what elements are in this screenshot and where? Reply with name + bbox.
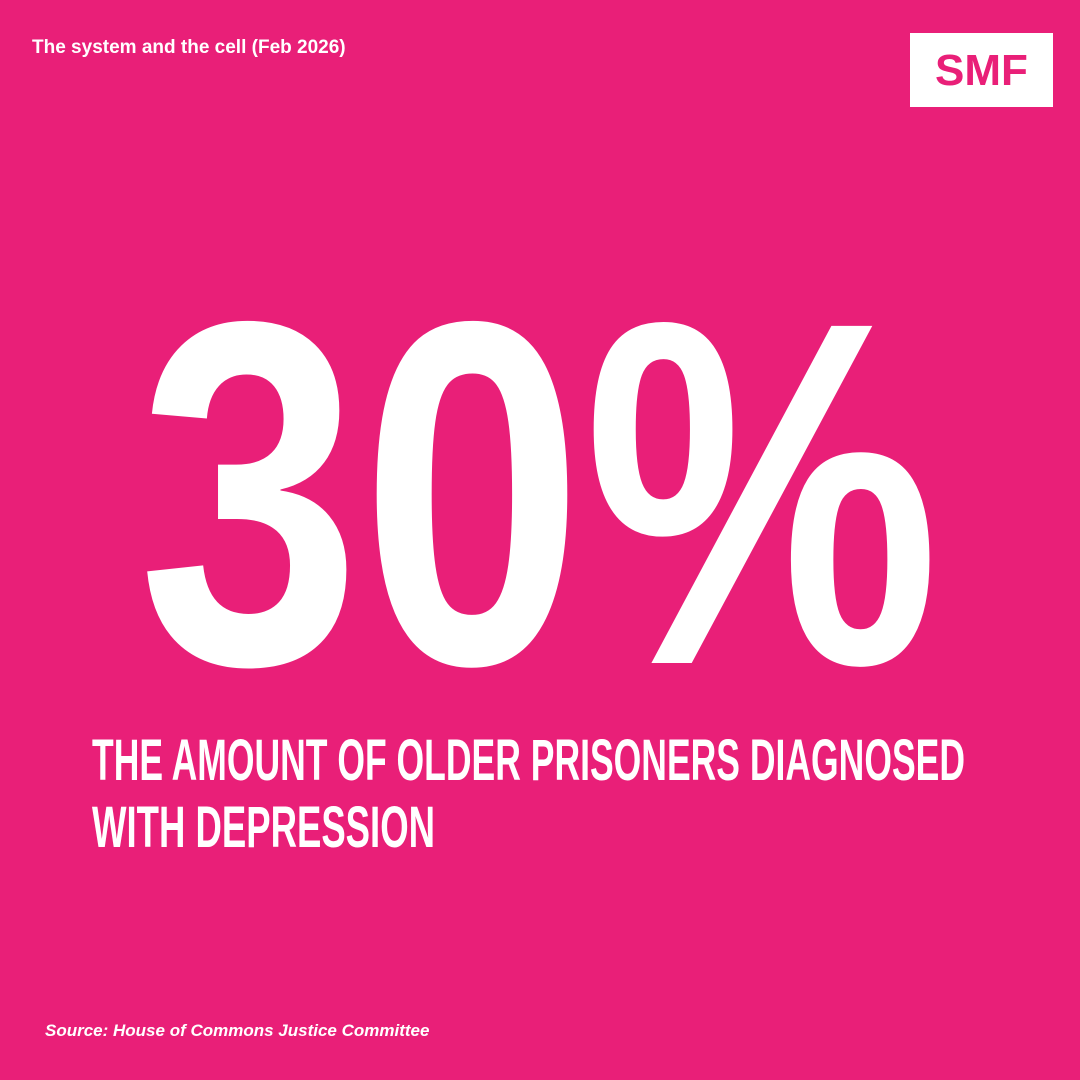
stat-description-line: WITH DEPRESSION	[92, 795, 435, 860]
stat-description-line: THE AMOUNT OF OLDER PRISONERS DIAGNOSED	[92, 728, 965, 793]
header-title: The system and the cell (Feb 2026)	[32, 37, 346, 58]
logo-box	[910, 33, 1053, 107]
stat-value: 30%	[138, 219, 940, 767]
source-note: Source: House of Commons Justice Committ…	[45, 1021, 429, 1040]
logo-text: SMF	[935, 46, 1028, 95]
